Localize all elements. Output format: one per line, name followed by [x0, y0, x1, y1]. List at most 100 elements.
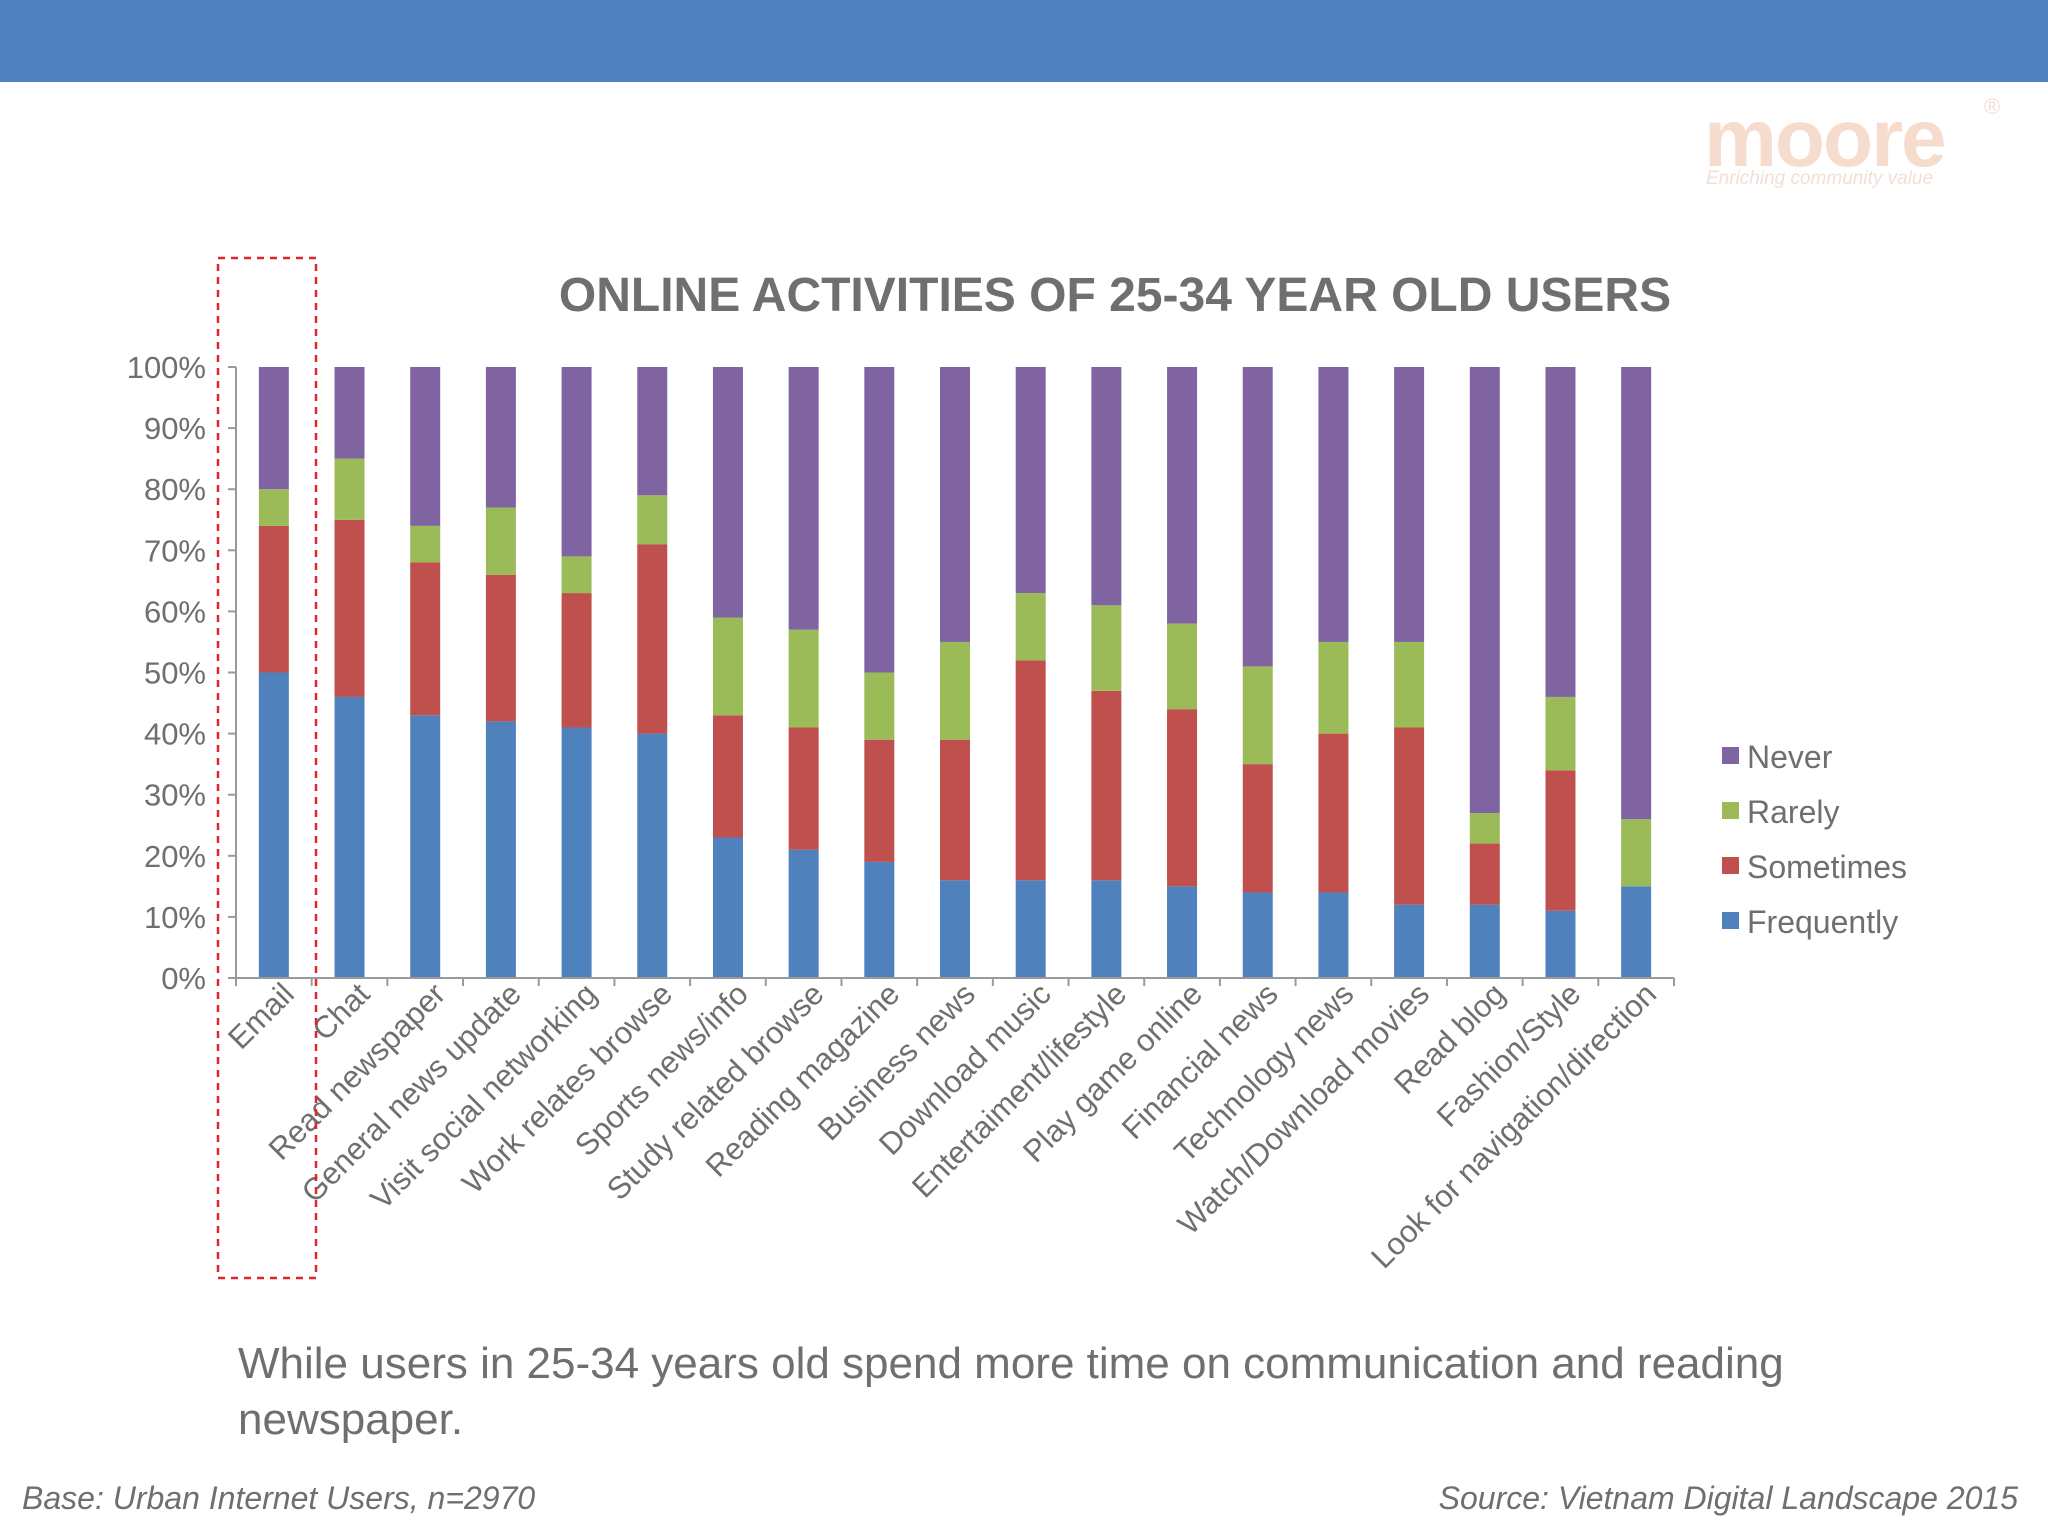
bar-financial-news-sometimes — [1242, 764, 1273, 893]
y-tick-label: 0% — [161, 961, 206, 996]
base-note: Base: Urban Internet Users, n=2970 — [22, 1480, 536, 1516]
bar-email-sometimes — [258, 525, 289, 673]
bar-business-news-never — [940, 367, 970, 642]
bar-visit-social-networking-never — [561, 367, 592, 557]
bar-reading-magazine-never — [864, 367, 895, 673]
bar-watch-download-movies-frequently — [1394, 904, 1425, 978]
bar-download-music-frequently — [1015, 880, 1046, 978]
bar-study-related-browse-rarely — [788, 629, 819, 728]
bar-read-blog-rarely — [1469, 813, 1500, 844]
bar-study-related-browse-never — [788, 367, 819, 630]
registered-mark: ® — [1984, 94, 2001, 119]
bar-study-related-browse-frequently — [788, 849, 819, 978]
bar-general-news-update-rarely — [485, 507, 516, 575]
legend-swatch-frequently — [1722, 912, 1739, 929]
bar-read-blog-sometimes — [1469, 843, 1500, 905]
legend-label-frequently: Frequently — [1747, 904, 1898, 940]
legend-swatch-sometimes — [1722, 857, 1739, 874]
chart-legend: Never Rarely Sometimes Frequently — [1722, 739, 1907, 940]
bar-sports-news-info-sometimes — [712, 715, 743, 838]
y-tick-label: 50% — [144, 656, 206, 691]
legend-swatch-never — [1722, 747, 1739, 764]
y-tick-label: 10% — [144, 900, 206, 935]
bar-work-relates-browse-sometimes — [637, 544, 668, 734]
source-note: Source: Vietnam Digital Landscape 2015 — [1438, 1480, 2018, 1516]
bar-sports-news-info-frequently — [712, 837, 743, 978]
logo-tagline: Enriching community value — [1706, 168, 1934, 189]
bar-read-blog-never — [1469, 367, 1500, 814]
bar-email-rarely — [258, 489, 289, 526]
bar-chat-frequently — [334, 696, 365, 978]
bar-play-game-online-sometimes — [1167, 709, 1198, 887]
y-tick-label: 90% — [144, 411, 206, 446]
bar-visit-social-networking-frequently — [561, 727, 592, 978]
bar-general-news-update-never — [485, 367, 516, 508]
bar-work-relates-browse-frequently — [637, 733, 668, 978]
bar-general-news-update-frequently — [485, 721, 516, 978]
bar-financial-news-never — [1242, 367, 1273, 667]
bar-financial-news-rarely — [1242, 666, 1273, 765]
bar-work-relates-browse-rarely — [637, 495, 668, 545]
bar-read-newspaper-rarely — [410, 525, 441, 563]
legend-label-sometimes: Sometimes — [1747, 849, 1907, 885]
bar-reading-magazine-frequently — [864, 861, 895, 978]
bar-business-news-frequently — [940, 880, 970, 978]
bar-financial-news-frequently — [1242, 892, 1273, 978]
x-tick-label: Email — [221, 976, 301, 1056]
bar-general-news-update-sometimes — [485, 574, 516, 722]
bar-chat-rarely — [334, 458, 365, 520]
bar-email-frequently — [258, 672, 289, 978]
bar-work-relates-browse-never — [637, 367, 668, 496]
bar-read-newspaper-frequently — [410, 715, 441, 978]
bar-play-game-online-frequently — [1167, 886, 1198, 978]
bar-business-news-sometimes — [940, 739, 970, 881]
company-logo: moore ® Enriching community value — [1700, 92, 2000, 202]
header-band — [0, 0, 2048, 82]
bar-reading-magazine-sometimes — [864, 739, 895, 862]
chart-title: ONLINE ACTIVITIES OF 25-34 YEAR OLD USER… — [559, 269, 1671, 322]
bar-look-for-navigation-direction-frequently — [1621, 886, 1652, 978]
bar-entertaiment-lifestyle-frequently — [1091, 880, 1122, 978]
bar-sports-news-info-never — [712, 367, 743, 618]
bar-technology-news-rarely — [1318, 641, 1349, 734]
y-tick-label: 30% — [144, 778, 206, 813]
bars-layer — [258, 367, 1652, 978]
bar-play-game-online-never — [1167, 367, 1198, 624]
logo-wordmark: moore — [1704, 93, 1947, 184]
bar-fashion-style-never — [1545, 367, 1576, 697]
bar-play-game-online-rarely — [1167, 623, 1198, 710]
bar-visit-social-networking-rarely — [561, 556, 592, 594]
stacked-bar-chart: ONLINE ACTIVITIES OF 25-34 YEAR OLD USER… — [127, 256, 1907, 1280]
bar-business-news-rarely — [940, 641, 970, 740]
y-tick-label: 80% — [144, 472, 206, 507]
bar-technology-news-never — [1318, 367, 1349, 642]
bar-fashion-style-frequently — [1545, 910, 1576, 978]
chart-caption: While users in 25-34 years old spend mor… — [238, 1339, 1784, 1444]
legend-swatch-rarely — [1722, 802, 1739, 819]
bar-fashion-style-sometimes — [1545, 770, 1576, 911]
legend-label-rarely: Rarely — [1747, 794, 1839, 830]
bar-download-music-rarely — [1015, 593, 1046, 661]
bar-download-music-sometimes — [1015, 660, 1046, 881]
y-tick-label: 100% — [127, 350, 206, 385]
y-tick-label: 40% — [144, 717, 206, 752]
bar-email-never — [258, 367, 289, 490]
bar-watch-download-movies-rarely — [1394, 641, 1425, 728]
bar-download-music-never — [1015, 367, 1046, 594]
bar-fashion-style-rarely — [1545, 696, 1576, 771]
y-tick-label: 60% — [144, 594, 206, 629]
bar-technology-news-frequently — [1318, 892, 1349, 978]
bar-chat-never — [334, 367, 365, 459]
y-tick-label: 70% — [144, 533, 206, 568]
bar-reading-magazine-rarely — [864, 672, 895, 740]
bar-look-for-navigation-direction-rarely — [1621, 819, 1652, 887]
bar-study-related-browse-sometimes — [788, 727, 819, 850]
bar-entertaiment-lifestyle-sometimes — [1091, 690, 1122, 881]
bar-chat-sometimes — [334, 519, 365, 697]
bar-entertaiment-lifestyle-never — [1091, 367, 1122, 606]
bar-sports-news-info-rarely — [712, 617, 743, 716]
bar-entertaiment-lifestyle-rarely — [1091, 605, 1122, 691]
y-tick-label: 20% — [144, 839, 206, 874]
bar-read-blog-frequently — [1469, 904, 1500, 978]
bar-technology-news-sometimes — [1318, 733, 1349, 893]
